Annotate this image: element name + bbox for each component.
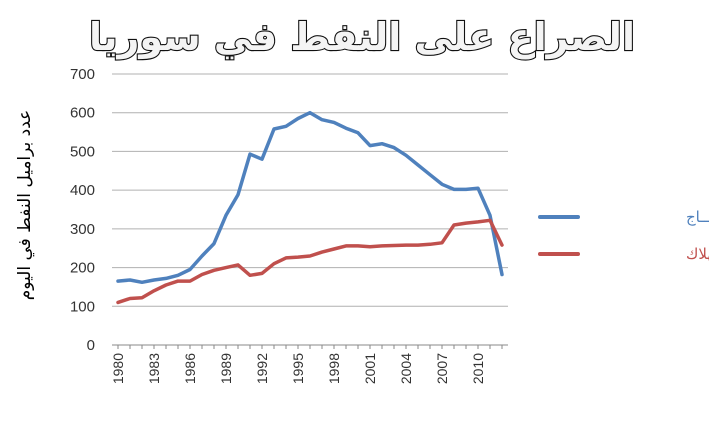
x-tick-label: 1995	[290, 353, 306, 384]
y-tick-label: 300	[70, 221, 95, 238]
series-lines	[116, 110, 504, 305]
legend: الإنتـــــاج الاستهلاك	[538, 208, 709, 263]
y-tick-label: 200	[70, 260, 95, 277]
chart-title: الصراع على النفط في سوريا	[89, 15, 635, 59]
grid-lines	[112, 73, 508, 346]
legend-label: الاستهلاك	[686, 245, 709, 263]
x-tick-label: 1983	[146, 353, 162, 384]
x-tick-label: 2004	[398, 353, 414, 384]
series-line-consumption	[116, 218, 504, 305]
x-tick-label: 1986	[182, 353, 198, 384]
y-tick-label: 100	[70, 298, 95, 315]
x-tick-label: 2007	[434, 353, 450, 384]
y-tick-label: 700	[70, 66, 95, 83]
y-tick-label: 0	[87, 337, 95, 354]
x-tick-label: 1989	[218, 353, 234, 384]
legend-label: الإنتـــــاج	[686, 208, 709, 227]
x-tick-label: 1992	[254, 353, 270, 384]
y-axis-label: عدد براميل النفط في اليوم	[15, 110, 35, 301]
series-line-production	[116, 110, 504, 285]
x-tick-label: 1998	[326, 353, 342, 384]
y-tick-label: 400	[70, 182, 95, 199]
x-tick-label: 2010	[470, 353, 486, 384]
x-tick-label: 1980	[110, 353, 126, 384]
y-tick-label: 600	[70, 105, 95, 122]
y-axis-ticks: 0 100 200 300 400 500 600 700	[70, 66, 95, 354]
x-axis-ticks: 1980 1983 1986 1989 1992 1995 1998 2001 2004 2007…	[110, 345, 503, 384]
x-tick-label: 2001	[362, 353, 378, 384]
y-tick-label: 500	[70, 143, 95, 160]
